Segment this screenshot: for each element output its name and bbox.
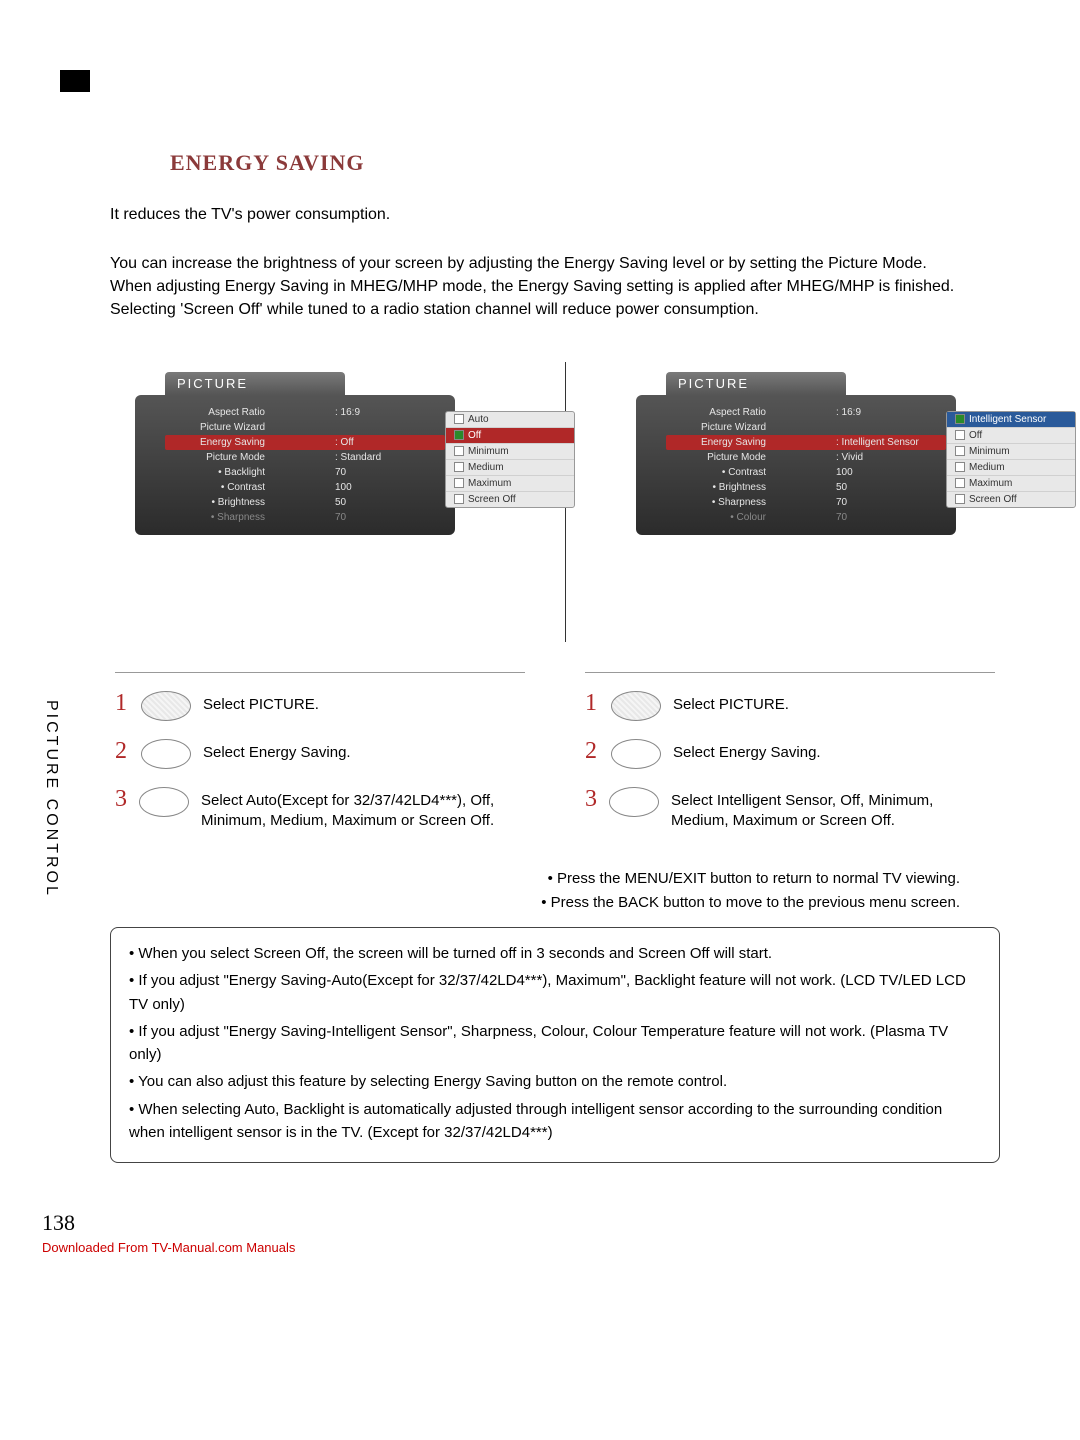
submenu-item: Medium — [446, 460, 574, 476]
step-number: 3 — [585, 787, 597, 811]
submenu-item: Minimum — [947, 444, 1075, 460]
submenu-item: Maximum — [446, 476, 574, 492]
menu-row: Picture Wizard — [165, 420, 445, 435]
menu-left-title: PICTURE — [165, 372, 345, 395]
step: 3 Select Auto(Except for 32/37/42LD4***),… — [115, 787, 525, 832]
step: 2 Select Energy Saving. — [115, 739, 525, 769]
remote-button-icon — [611, 739, 661, 769]
step: 1 Select PICTURE. — [585, 691, 995, 721]
submenu-item: Intelligent Sensor — [947, 412, 1075, 428]
menu-right: PICTURE Aspect Ratio: 16:9Picture Wizard… — [636, 372, 996, 642]
page-number: 138 — [42, 1210, 75, 1236]
step-number: 3 — [115, 787, 127, 811]
para-1: You can increase the brightness of your … — [110, 252, 1000, 275]
box-notes: • When you select Screen Off, the screen… — [110, 927, 1000, 1163]
menu-row: Picture Mode: Vivid — [666, 450, 946, 465]
note-menu-exit: • Press the MENU/EXIT button to return t… — [100, 867, 960, 891]
step-text: Select Energy Saving. — [673, 739, 821, 763]
step-text: Select Intelligent Sensor, Off, Minimum,… — [671, 787, 995, 832]
remote-button-icon — [141, 691, 191, 721]
menu-row: Aspect Ratio: 16:9 — [666, 405, 946, 420]
box-note-item: • If you adjust "Energy Saving-Auto(Exce… — [129, 969, 981, 1016]
menu-row: • Brightness50 — [666, 480, 946, 495]
menu-row: • Sharpness70 — [165, 510, 445, 525]
section-title: ENERGY SAVING — [170, 150, 1000, 176]
box-note-item: • When selecting Auto, Backlight is auto… — [129, 1098, 981, 1145]
menu-row: Picture Wizard — [666, 420, 946, 435]
menu-row: Energy Saving: Off — [165, 435, 445, 450]
remote-button-icon — [609, 787, 659, 817]
submenu: Intelligent SensorOffMinimumMediumMaximu… — [946, 411, 1076, 508]
steps-right: 1 Select PICTURE. 2 Select Energy Saving. 3 S… — [585, 672, 995, 850]
submenu-item: Off — [947, 428, 1075, 444]
step-number: 2 — [585, 739, 599, 763]
header-icon — [60, 70, 90, 92]
note-back: • Press the BACK button to move to the p… — [100, 891, 960, 915]
para-3: Selecting 'Screen Off' while tuned to a … — [110, 298, 1000, 321]
step-text: Select Auto(Except for 32/37/42LD4***), … — [201, 787, 525, 832]
menu-row: • Colour70 — [666, 510, 946, 525]
press-notes: • Press the MENU/EXIT button to return t… — [100, 867, 960, 915]
para-2: When adjusting Energy Saving in MHEG/MHP… — [110, 275, 1000, 298]
remote-button-icon — [611, 691, 661, 721]
menu-row: • Brightness50 — [165, 495, 445, 510]
menu-row: • Contrast100 — [666, 465, 946, 480]
step: 3 Select Intelligent Sensor, Off, Minimum… — [585, 787, 995, 832]
step-text: Select Energy Saving. — [203, 739, 351, 763]
box-note-item: • When you select Screen Off, the screen… — [129, 942, 981, 965]
step-number: 1 — [115, 691, 129, 715]
step-text: Select PICTURE. — [673, 691, 789, 715]
box-note-item: • If you adjust "Energy Saving-Intellige… — [129, 1020, 981, 1067]
submenu-item: Screen Off — [446, 492, 574, 507]
step-number: 2 — [115, 739, 129, 763]
menu-row: • Sharpness70 — [666, 495, 946, 510]
intro-text: It reduces the TV's power consumption. — [110, 206, 1000, 224]
step: 1 Select PICTURE. — [115, 691, 525, 721]
box-note-item: • You can also adjust this feature by se… — [129, 1070, 981, 1093]
step-number: 1 — [585, 691, 599, 715]
side-label: PICTURE CONTROL — [42, 700, 60, 898]
submenu-item: Maximum — [947, 476, 1075, 492]
menu-right-title: PICTURE — [666, 372, 846, 395]
steps-left: 1 Select PICTURE. 2 Select Energy Saving. 3 S… — [115, 672, 525, 850]
remote-button-icon — [139, 787, 189, 817]
remote-button-icon — [141, 739, 191, 769]
footer-text: Downloaded From TV-Manual.com Manuals — [42, 1240, 295, 1255]
submenu-item: Off — [446, 428, 574, 444]
menu-row: • Backlight70 — [165, 465, 445, 480]
submenu-item: Auto — [446, 412, 574, 428]
menu-row: Picture Mode: Standard — [165, 450, 445, 465]
menu-row: Energy Saving: Intelligent Sensor — [666, 435, 946, 450]
menu-row: • Contrast100 — [165, 480, 445, 495]
submenu-item: Screen Off — [947, 492, 1075, 507]
submenu-item: Minimum — [446, 444, 574, 460]
submenu-item: Medium — [947, 460, 1075, 476]
menu-row: Aspect Ratio: 16:9 — [165, 405, 445, 420]
submenu: AutoOffMinimumMediumMaximumScreen Off — [445, 411, 575, 508]
menu-left: PICTURE Aspect Ratio: 16:9Picture Wizard… — [135, 372, 495, 642]
step: 2 Select Energy Saving. — [585, 739, 995, 769]
step-text: Select PICTURE. — [203, 691, 319, 715]
